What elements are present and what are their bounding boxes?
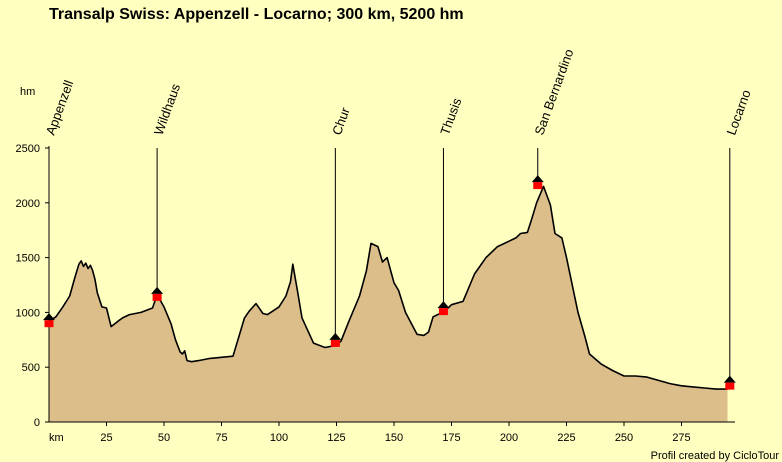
x-tick-label: 125 [327,432,345,444]
place-marker: Locarno [724,88,754,390]
place-marker: Wildhaus [151,81,184,301]
place-label: Locarno [724,88,754,137]
y-tick-label: 1500 [16,253,40,265]
house-roof-icon [531,175,544,183]
y-tick-label: 2000 [16,198,40,210]
house-roof-icon [151,286,164,294]
place-marker: Chur [329,105,353,347]
house-roof-icon [437,301,450,309]
house-body-icon [533,182,543,190]
y-ticks: 0 500 1000 1500 2000 2500 [16,143,49,429]
place-label: Appenzell [43,78,77,137]
x-tick-label: 150 [385,432,403,444]
house-roof-icon [43,313,55,321]
y-tick-label: 500 [22,362,40,374]
place-marker: Thusis [437,95,465,316]
x-ticks: 25 50 75 100 125 150 175 200 225 250 275 [100,422,691,444]
house-body-icon [438,308,448,316]
x-axis-label: km [49,432,64,444]
y-tick-label: 0 [34,417,40,429]
house-roof-icon [723,375,736,383]
place-label: Wildhaus [151,81,184,137]
house-body-icon [44,320,54,328]
x-tick-label: 250 [615,432,633,444]
plot-area [48,185,728,422]
place-marker: San Bernardino [531,47,576,190]
x-tick-label: 225 [557,432,575,444]
house-roof-icon [329,332,342,340]
x-tick-label: 275 [672,432,690,444]
x-tick-label: 200 [500,432,518,444]
place-label: Chur [329,105,353,137]
x-tick-label: 175 [442,432,460,444]
place-label: Thusis [437,95,464,137]
y-axis-label: hm [20,86,35,98]
y-tick-label: 2500 [16,143,40,155]
y-tick-label: 1000 [16,307,40,319]
x-tick-label: 75 [215,432,227,444]
credit-text: Profil created by CicloTour [651,450,780,462]
house-body-icon [152,293,162,301]
house-body-icon [330,339,340,347]
chart-title: Transalp Swiss: Appenzell - Locarno; 300… [49,6,464,23]
x-tick-label: 25 [100,432,112,444]
house-body-icon [725,382,735,390]
elevation-area [49,186,728,422]
place-label: San Bernardino [531,47,576,137]
x-tick-label: 50 [158,432,170,444]
x-tick-label: 100 [270,432,288,444]
